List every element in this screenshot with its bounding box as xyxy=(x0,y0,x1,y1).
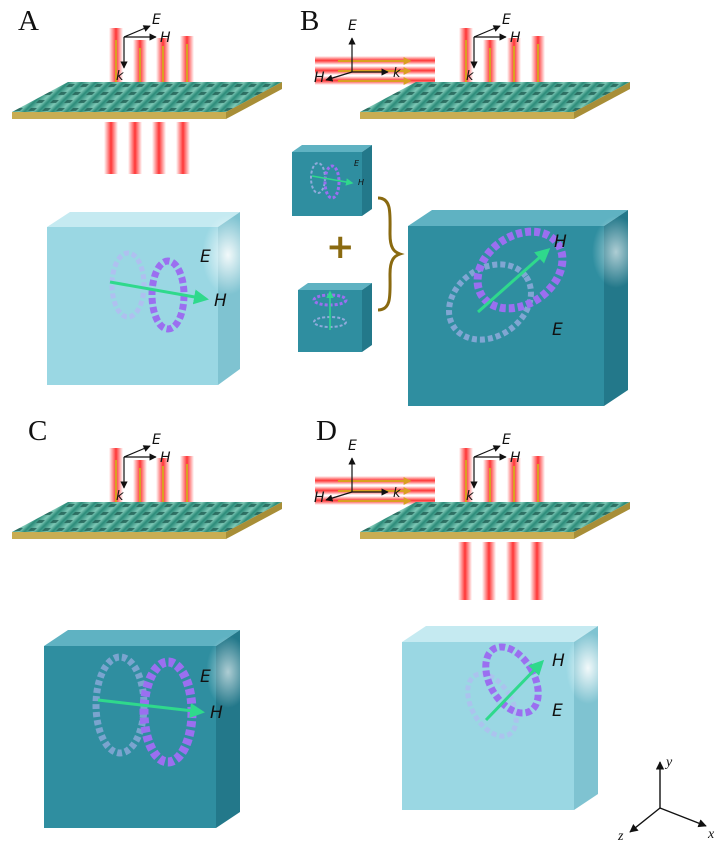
cube-c-label-h: H xyxy=(210,703,223,723)
transmitted-beams xyxy=(458,542,544,600)
small-cube-electric xyxy=(298,283,372,352)
panel-d: D E H k xyxy=(314,415,630,810)
side-field-triad: E H k xyxy=(314,18,401,86)
panel-letter-c: C xyxy=(28,415,47,447)
transmitted-beams xyxy=(104,122,190,174)
electric-ring xyxy=(109,250,147,320)
label-e: E xyxy=(152,432,161,448)
cube-c-label-e: E xyxy=(200,667,211,687)
label-k: k xyxy=(466,69,474,84)
label-e: E xyxy=(502,432,511,448)
label-h: H xyxy=(510,450,521,466)
panel-b: B E H k xyxy=(292,5,640,406)
side-label-k: k xyxy=(393,486,401,501)
label-h: H xyxy=(160,450,171,466)
cube-b-label-e: E xyxy=(552,320,563,340)
panel-letter-b: B xyxy=(300,5,319,37)
cube-d: H E xyxy=(402,626,610,810)
side-label-k: k xyxy=(393,66,401,81)
cube-a-label-h: H xyxy=(214,291,227,311)
axis-z-label: z xyxy=(617,829,624,844)
label-h: H xyxy=(510,30,521,46)
small-cube-label-e: E xyxy=(354,159,360,168)
label-h: H xyxy=(160,30,171,46)
metasurface-slab xyxy=(12,502,282,539)
side-beams xyxy=(315,56,435,85)
plus-sign: + xyxy=(326,227,355,267)
label-e: E xyxy=(502,12,511,28)
label-k: k xyxy=(466,489,474,504)
panel-a: A E H k xyxy=(12,5,282,385)
combination-brace xyxy=(377,196,405,312)
axis-y-label: y xyxy=(664,755,673,770)
panel-letter-d: D xyxy=(316,415,337,447)
cube-b-label-h: H xyxy=(554,232,567,252)
magnetic-ring xyxy=(473,227,567,313)
cube-a-label-e: E xyxy=(200,247,211,267)
side-beams xyxy=(315,476,435,505)
side-label-h: H xyxy=(314,70,325,86)
field-triad: E H k xyxy=(466,12,521,84)
cube-a: E H xyxy=(47,212,254,385)
panel-c: C E H k E H xyxy=(12,415,282,828)
metasurface-slab xyxy=(12,82,282,119)
small-cube-label-h: H xyxy=(358,178,364,187)
coordinate-axes: y x z xyxy=(617,755,715,844)
cube-d-label-e: E xyxy=(552,701,563,721)
label-k: k xyxy=(116,69,124,84)
panel-letter-a: A xyxy=(18,5,39,37)
label-e: E xyxy=(152,12,161,28)
axis-x-label: x xyxy=(707,827,715,842)
cube-b: H E xyxy=(408,210,640,406)
side-label-e: E xyxy=(348,18,357,34)
metasurface-slab xyxy=(360,82,630,119)
side-field-triad: E H k xyxy=(314,438,401,506)
field-triad: E H k xyxy=(116,432,171,504)
side-label-e: E xyxy=(348,438,357,454)
metasurface-slab xyxy=(360,502,630,539)
small-cube-magnetic: E H xyxy=(292,145,372,216)
field-triad: E H k xyxy=(466,432,521,504)
label-k: k xyxy=(116,489,124,504)
field-triad: E H k xyxy=(116,12,171,84)
side-label-h: H xyxy=(314,490,325,506)
cube-d-label-h: H xyxy=(552,651,565,671)
cube-c: E H xyxy=(44,630,250,828)
